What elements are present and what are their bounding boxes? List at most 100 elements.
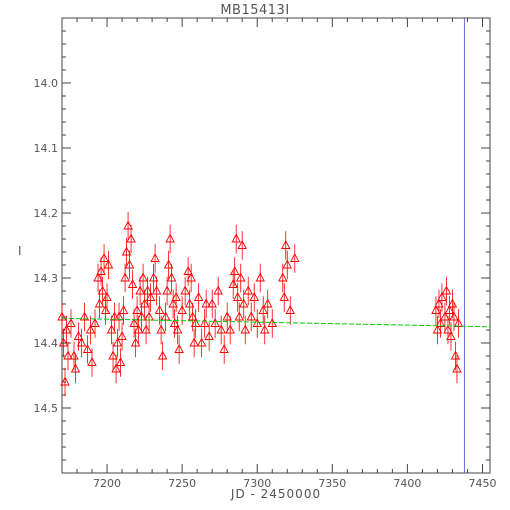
triangle-marker	[285, 305, 296, 314]
triangle-marker	[57, 311, 67, 321]
x-tick-label: 7450	[468, 477, 496, 490]
chart-title: MB15413I	[220, 3, 290, 18]
triangle-marker	[449, 311, 459, 321]
triangle-marker	[441, 285, 452, 295]
triangle-marker	[69, 350, 79, 360]
triangle-marker	[246, 311, 256, 321]
triangle-marker	[235, 272, 246, 282]
triangle-marker	[177, 305, 187, 314]
data-point	[69, 341, 79, 371]
triangle-marker	[431, 305, 441, 314]
triangle-marker	[228, 279, 238, 288]
data-point	[61, 315, 72, 345]
triangle-marker	[243, 285, 253, 295]
triangle-marker	[290, 253, 300, 262]
x-tick-label: 7250	[168, 477, 196, 490]
triangle-marker	[434, 298, 444, 308]
data-point	[90, 309, 100, 338]
data-point	[204, 322, 214, 351]
triangle-marker	[180, 285, 190, 295]
data-point	[106, 315, 117, 345]
data-point	[160, 302, 171, 332]
triangle-marker	[229, 266, 240, 275]
triangle-marker	[85, 324, 96, 334]
data-point	[115, 348, 126, 377]
data-point	[210, 309, 220, 338]
data-point	[177, 296, 187, 325]
triangle-marker	[190, 318, 201, 327]
triangle-marker	[440, 311, 450, 321]
triangle-marker	[61, 324, 72, 334]
triangle-marker	[79, 311, 90, 321]
plot-frame	[61, 17, 491, 474]
data-point	[57, 302, 67, 332]
data-point	[201, 289, 211, 319]
data-point	[120, 263, 130, 293]
data-point	[76, 328, 87, 358]
data-point	[112, 328, 123, 358]
data-point	[207, 289, 217, 319]
data-point	[225, 315, 235, 345]
triangle-marker	[165, 233, 175, 243]
data-point	[66, 309, 76, 338]
triangle-marker	[249, 292, 259, 301]
triangle-marker	[201, 298, 211, 308]
data-point	[162, 276, 172, 306]
data-point	[141, 315, 151, 345]
triangle-marker	[446, 331, 456, 340]
data-point	[118, 296, 129, 325]
data-point	[446, 322, 456, 351]
data-point	[154, 296, 165, 325]
triangle-marker	[193, 292, 204, 301]
triangle-marker	[432, 324, 443, 334]
triangle-marker	[118, 305, 129, 314]
triangle-marker	[127, 279, 138, 288]
triangle-marker	[234, 311, 244, 321]
data-point	[222, 302, 232, 332]
data-point	[240, 315, 250, 345]
triangle-marker	[444, 305, 455, 314]
triangle-marker	[171, 292, 181, 301]
data-point	[246, 302, 256, 332]
triangle-marker	[63, 350, 73, 360]
triangle-marker	[252, 318, 262, 327]
data-point	[235, 263, 246, 293]
triangle-marker	[145, 292, 156, 301]
data-point	[63, 341, 73, 371]
triangle-marker	[240, 324, 250, 334]
data-point	[121, 237, 132, 267]
data-point	[216, 315, 226, 345]
data-point	[58, 328, 69, 358]
x-tick-label: 7400	[393, 477, 421, 490]
triangle-marker	[232, 292, 243, 301]
data-point	[196, 328, 207, 358]
data-point	[127, 270, 138, 299]
triangle-marker	[135, 285, 145, 295]
x-axis-label: JD - 2450000	[230, 487, 322, 501]
data-point	[431, 296, 441, 325]
data-point	[96, 257, 106, 286]
data-point	[447, 289, 458, 319]
triangle-marker	[70, 363, 81, 373]
data-point	[278, 263, 288, 293]
data-point	[249, 283, 259, 312]
data-point	[111, 354, 121, 384]
triangle-marker	[115, 357, 126, 366]
data-point	[93, 263, 103, 293]
x-tick-label: 7350	[318, 477, 346, 490]
triangle-marker	[114, 311, 124, 321]
triangle-marker	[189, 337, 199, 347]
data-point	[135, 276, 145, 306]
data-point	[145, 283, 156, 312]
triangle-marker	[126, 233, 136, 243]
data-point	[130, 328, 141, 358]
data-point	[285, 296, 296, 325]
data-point	[60, 367, 70, 397]
x-tick-label: 7200	[93, 477, 121, 490]
data-point	[450, 341, 461, 371]
data-point	[82, 335, 93, 364]
triangle-marker	[97, 285, 108, 295]
triangle-marker	[103, 259, 114, 269]
triangle-marker	[207, 298, 217, 308]
triangle-marker	[213, 285, 223, 295]
